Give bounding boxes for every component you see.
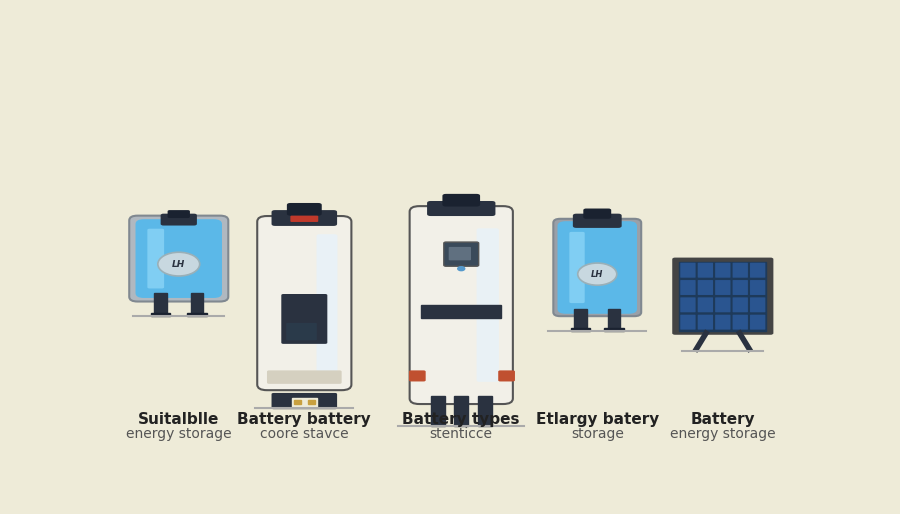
Text: Etlargy batery: Etlargy batery: [536, 412, 659, 427]
FancyBboxPatch shape: [698, 298, 713, 313]
FancyBboxPatch shape: [698, 280, 713, 295]
Bar: [421, 305, 501, 318]
Bar: [604, 328, 624, 331]
Text: energy storage: energy storage: [126, 427, 231, 440]
FancyBboxPatch shape: [287, 203, 322, 216]
FancyBboxPatch shape: [583, 209, 611, 219]
Bar: [155, 293, 166, 315]
FancyBboxPatch shape: [698, 315, 713, 329]
FancyBboxPatch shape: [750, 315, 765, 329]
Text: Battery battery: Battery battery: [238, 412, 371, 427]
FancyBboxPatch shape: [750, 263, 765, 278]
FancyBboxPatch shape: [167, 210, 190, 218]
FancyBboxPatch shape: [443, 194, 480, 207]
FancyBboxPatch shape: [317, 234, 338, 372]
Bar: [454, 396, 468, 426]
FancyBboxPatch shape: [733, 280, 748, 295]
FancyBboxPatch shape: [716, 280, 731, 295]
FancyBboxPatch shape: [733, 263, 748, 278]
FancyBboxPatch shape: [414, 209, 508, 401]
Text: Battery types: Battery types: [402, 412, 520, 427]
FancyBboxPatch shape: [680, 263, 696, 278]
FancyBboxPatch shape: [680, 280, 696, 295]
FancyBboxPatch shape: [572, 214, 622, 228]
FancyBboxPatch shape: [130, 216, 229, 302]
Text: Suitalblle: Suitalblle: [138, 412, 220, 427]
Bar: [308, 400, 315, 405]
FancyBboxPatch shape: [410, 206, 513, 404]
FancyBboxPatch shape: [680, 298, 696, 313]
Bar: [430, 396, 445, 426]
Bar: [293, 400, 301, 405]
Text: coore stavce: coore stavce: [260, 427, 348, 440]
Text: Battery: Battery: [690, 412, 755, 427]
FancyBboxPatch shape: [570, 232, 585, 303]
FancyBboxPatch shape: [428, 201, 495, 216]
Bar: [608, 309, 620, 329]
FancyBboxPatch shape: [272, 210, 338, 226]
Circle shape: [458, 267, 464, 271]
Bar: [187, 314, 207, 316]
FancyBboxPatch shape: [286, 323, 317, 340]
FancyBboxPatch shape: [148, 229, 164, 288]
FancyBboxPatch shape: [449, 247, 471, 261]
Circle shape: [158, 252, 200, 276]
FancyBboxPatch shape: [750, 298, 765, 313]
FancyBboxPatch shape: [698, 263, 713, 278]
FancyBboxPatch shape: [716, 298, 731, 313]
Bar: [574, 309, 587, 329]
Bar: [151, 314, 170, 316]
Text: LH: LH: [591, 270, 604, 279]
Text: LH: LH: [172, 260, 185, 269]
Bar: [191, 293, 203, 315]
Bar: [478, 396, 492, 426]
FancyBboxPatch shape: [733, 298, 748, 313]
Text: energy storage: energy storage: [670, 427, 776, 440]
FancyBboxPatch shape: [477, 228, 499, 382]
FancyBboxPatch shape: [267, 371, 342, 384]
FancyBboxPatch shape: [160, 214, 197, 226]
FancyBboxPatch shape: [444, 242, 479, 266]
FancyBboxPatch shape: [257, 216, 351, 390]
FancyBboxPatch shape: [291, 216, 319, 222]
FancyBboxPatch shape: [557, 221, 637, 314]
FancyBboxPatch shape: [272, 393, 338, 409]
Bar: [292, 398, 317, 407]
FancyBboxPatch shape: [716, 315, 731, 329]
FancyBboxPatch shape: [261, 218, 347, 388]
Circle shape: [578, 263, 617, 285]
FancyBboxPatch shape: [554, 219, 641, 316]
FancyBboxPatch shape: [733, 315, 748, 329]
Bar: [571, 328, 590, 331]
FancyBboxPatch shape: [750, 280, 765, 295]
FancyBboxPatch shape: [282, 294, 328, 344]
Text: storage: storage: [571, 427, 624, 440]
FancyBboxPatch shape: [136, 219, 222, 298]
FancyBboxPatch shape: [716, 263, 731, 278]
FancyBboxPatch shape: [409, 371, 426, 381]
FancyBboxPatch shape: [680, 315, 696, 329]
FancyBboxPatch shape: [499, 371, 515, 381]
Text: stenticce: stenticce: [430, 427, 493, 440]
Bar: [680, 262, 767, 331]
FancyBboxPatch shape: [672, 258, 773, 335]
